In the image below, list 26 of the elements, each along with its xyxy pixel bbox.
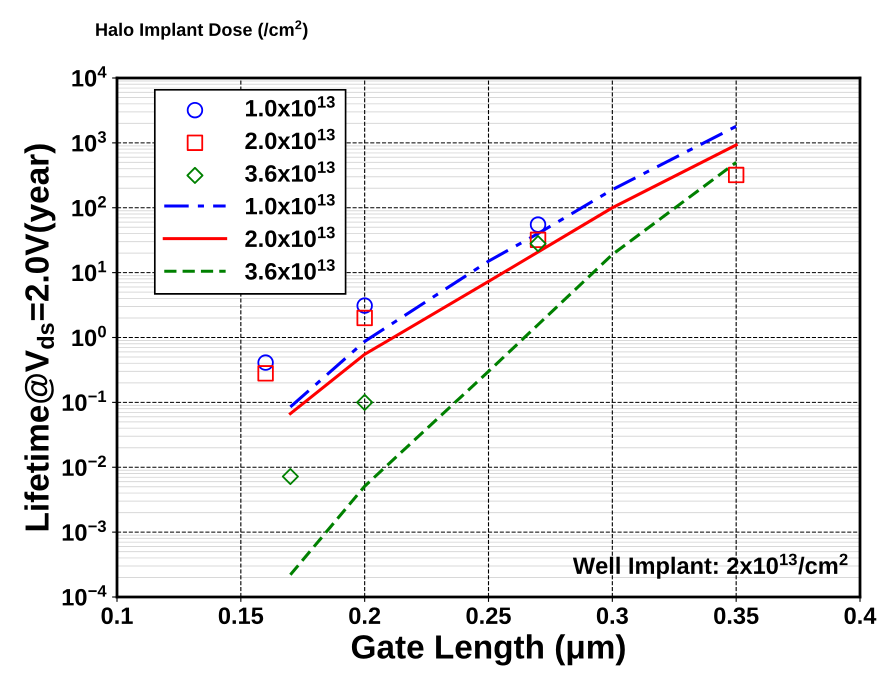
legend-title: Halo Implant Dose (/cm$^{2}$) <box>96 20 308 40</box>
y-tick-label: 10$^{−3}$ <box>62 520 106 541</box>
x-axis-title: Gate Length (μm) <box>352 634 625 666</box>
y-tick-label: 10$^{−1}$ <box>62 390 106 411</box>
y-tick-label: 10$^{2}$ <box>72 196 106 217</box>
x-tick-label: 0.1 <box>102 607 133 624</box>
legend-label: 1.0x10$^{13}$ <box>246 194 335 214</box>
legend-label: 3.6x10$^{13}$ <box>245 259 335 280</box>
legend-label: 2.0x10$^{13}$ <box>245 128 335 150</box>
x-tick-label: 0.4 <box>844 607 876 624</box>
x-tick-label: 0.15 <box>218 607 264 624</box>
x-tick-label: 0.35 <box>714 607 758 624</box>
y-tick-label: 10$^{−2}$ <box>62 456 106 476</box>
legend-label: 1.0x10$^{13}$ <box>246 96 335 117</box>
y-axis-title: Lifetime@V$_{ds}$=2.0V(year) <box>24 144 56 530</box>
x-tick-label: 0.25 <box>466 607 511 624</box>
y-tick-label: 10$^{−4}$ <box>62 585 106 606</box>
y-tick-label: 10$^{4}$ <box>72 66 106 87</box>
legend-label: 2.0x10$^{13}$ <box>245 226 335 248</box>
legend-label: 3.6x10$^{13}$ <box>245 161 335 182</box>
y-tick-label: 10$^{0}$ <box>72 326 106 346</box>
y-tick-label: 10$^{3}$ <box>72 131 106 152</box>
y-tick-label: 10$^{1}$ <box>72 260 106 282</box>
x-tick-label: 0.2 <box>349 607 380 624</box>
annotation: Well Implant: 2x10$^{13}$/cm$^{2}$ <box>572 554 848 579</box>
x-tick-label: 0.3 <box>596 607 628 624</box>
